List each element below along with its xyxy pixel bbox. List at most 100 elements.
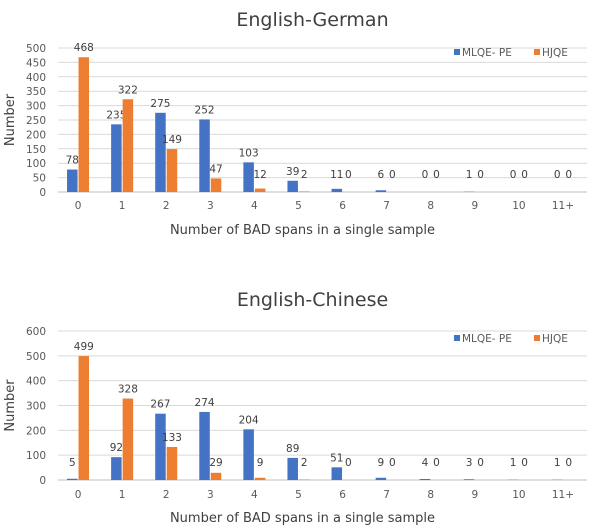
y-tick-label: 500	[26, 43, 46, 55]
bar-hjqe	[254, 188, 266, 192]
x-axis-label: Number of BAD spans in a single sample	[170, 511, 435, 526]
data-label: 0	[521, 169, 528, 181]
data-label: 468	[74, 42, 94, 54]
bar-mlqe-pe	[67, 478, 78, 480]
x-tick-label: 8	[427, 200, 434, 212]
legend-swatch	[534, 335, 540, 341]
bar-hjqe	[210, 178, 222, 192]
bar-hjqe	[122, 398, 134, 480]
x-tick-label: 4	[251, 200, 258, 212]
y-tick-label: 500	[26, 351, 46, 363]
y-tick-label: 200	[26, 425, 46, 437]
x-tick-label: 9	[471, 489, 478, 501]
bar-mlqe-pe	[375, 477, 387, 480]
data-label: 0	[422, 169, 429, 181]
x-tick-label: 10	[512, 200, 525, 212]
data-label: 0	[345, 457, 352, 469]
bar-mlqe-pe	[243, 162, 254, 192]
y-tick-label: 150	[26, 144, 46, 156]
y-tick-label: 0	[39, 187, 46, 199]
data-label: 39	[286, 166, 299, 178]
y-tick-label: 0	[39, 475, 46, 487]
data-label: 133	[162, 432, 182, 444]
data-label: 149	[162, 134, 182, 146]
data-label: 0	[345, 169, 352, 181]
data-label: 47	[209, 163, 222, 175]
y-tick-label: 300	[26, 101, 46, 113]
bar-mlqe-pe	[419, 479, 431, 480]
data-label: 0	[433, 457, 440, 469]
bar-mlqe-pe	[155, 112, 166, 192]
bar-mlqe-pe	[331, 467, 343, 480]
bar-mlqe-pe	[287, 457, 298, 480]
data-label: 235	[106, 109, 126, 121]
data-label: 6	[378, 169, 385, 181]
bar-mlqe-pe	[199, 411, 210, 480]
bar-hjqe	[78, 57, 90, 192]
data-label: 5	[69, 457, 76, 469]
data-label: 12	[253, 169, 266, 181]
y-axis-label: Number	[3, 93, 18, 146]
x-tick-label: 6	[339, 200, 346, 212]
x-tick-label: 6	[339, 489, 346, 501]
x-tick-label: 5	[295, 200, 302, 212]
bar-hjqe	[78, 356, 90, 480]
bar-hjqe	[298, 191, 310, 192]
legend-label: HJQE	[542, 47, 568, 59]
x-tick-label: 1	[119, 489, 126, 501]
legend-label: MLQE- PE	[462, 47, 512, 59]
x-tick-label: 0	[75, 489, 82, 501]
data-label: 51	[330, 452, 343, 464]
x-tick-label: 8	[427, 489, 434, 501]
bar-hjqe	[166, 149, 178, 192]
data-label: 0	[433, 169, 440, 181]
x-tick-label: 11+	[552, 200, 574, 212]
legend: MLQE- PE HJQE	[454, 333, 568, 345]
y-tick-label: 400	[26, 376, 46, 388]
data-label: 29	[209, 457, 222, 469]
data-label: 252	[195, 104, 215, 116]
data-label: 322	[118, 84, 138, 96]
y-tick-label: 200	[26, 129, 46, 141]
data-label: 0	[389, 169, 396, 181]
x-tick-label: 4	[251, 489, 258, 501]
data-label: 499	[74, 341, 94, 353]
data-label: 3	[466, 457, 473, 469]
legend-label: MLQE- PE	[462, 333, 512, 345]
x-tick-label: 7	[383, 489, 390, 501]
y-tick-label: 100	[26, 450, 46, 462]
x-tick-label: 9	[471, 200, 478, 212]
bar-mlqe-pe	[111, 457, 122, 480]
data-label: 274	[195, 397, 215, 409]
bar-mlqe-pe	[243, 429, 254, 480]
data-label: 89	[286, 443, 299, 455]
data-label: 103	[239, 147, 259, 159]
x-axis-label: Number of BAD spans in a single sample	[170, 223, 435, 238]
y-tick-label: 100	[26, 158, 46, 170]
bar-mlqe-pe	[463, 479, 475, 480]
data-label: 0	[521, 457, 528, 469]
data-label: 92	[110, 442, 123, 454]
x-tick-label: 2	[163, 200, 170, 212]
bar-mlqe-pe	[155, 413, 166, 480]
data-label: 11	[330, 169, 343, 181]
data-label: 9	[257, 457, 264, 469]
bar-mlqe-pe	[199, 119, 210, 192]
x-tick-label: 10	[512, 489, 525, 501]
data-label: 204	[239, 414, 259, 426]
y-tick-label: 250	[26, 115, 46, 127]
data-label: 2	[301, 457, 308, 469]
y-axis-label: Number	[3, 379, 18, 432]
data-label: 0	[389, 457, 396, 469]
data-label: 4	[422, 457, 429, 469]
chart-english-chinese: English-Chinese0100200300400500600Number…	[3, 289, 587, 526]
bar-mlqe-pe	[375, 190, 387, 192]
data-label: 0	[477, 457, 484, 469]
x-tick-label: 5	[295, 489, 302, 501]
data-label: 1	[554, 457, 561, 469]
data-label: 9	[378, 457, 385, 469]
data-label: 78	[66, 155, 79, 167]
data-label: 267	[150, 399, 170, 411]
bar-mlqe-pe	[287, 180, 298, 192]
